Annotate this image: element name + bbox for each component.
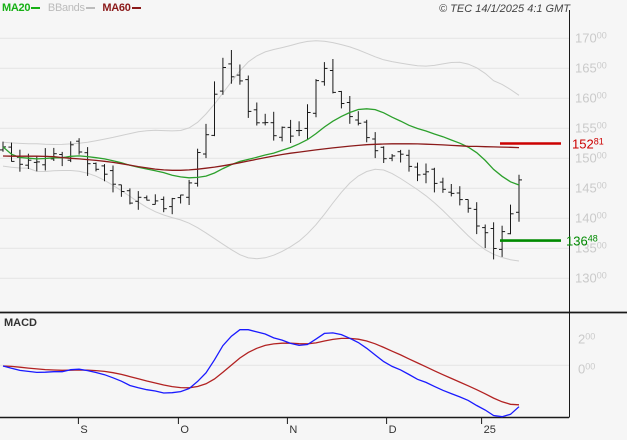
svg-text:O: O [180,424,189,436]
svg-text:D: D [389,424,397,436]
svg-text:25: 25 [484,424,496,436]
svg-text:S: S [80,424,87,436]
svg-text:N: N [289,424,297,436]
